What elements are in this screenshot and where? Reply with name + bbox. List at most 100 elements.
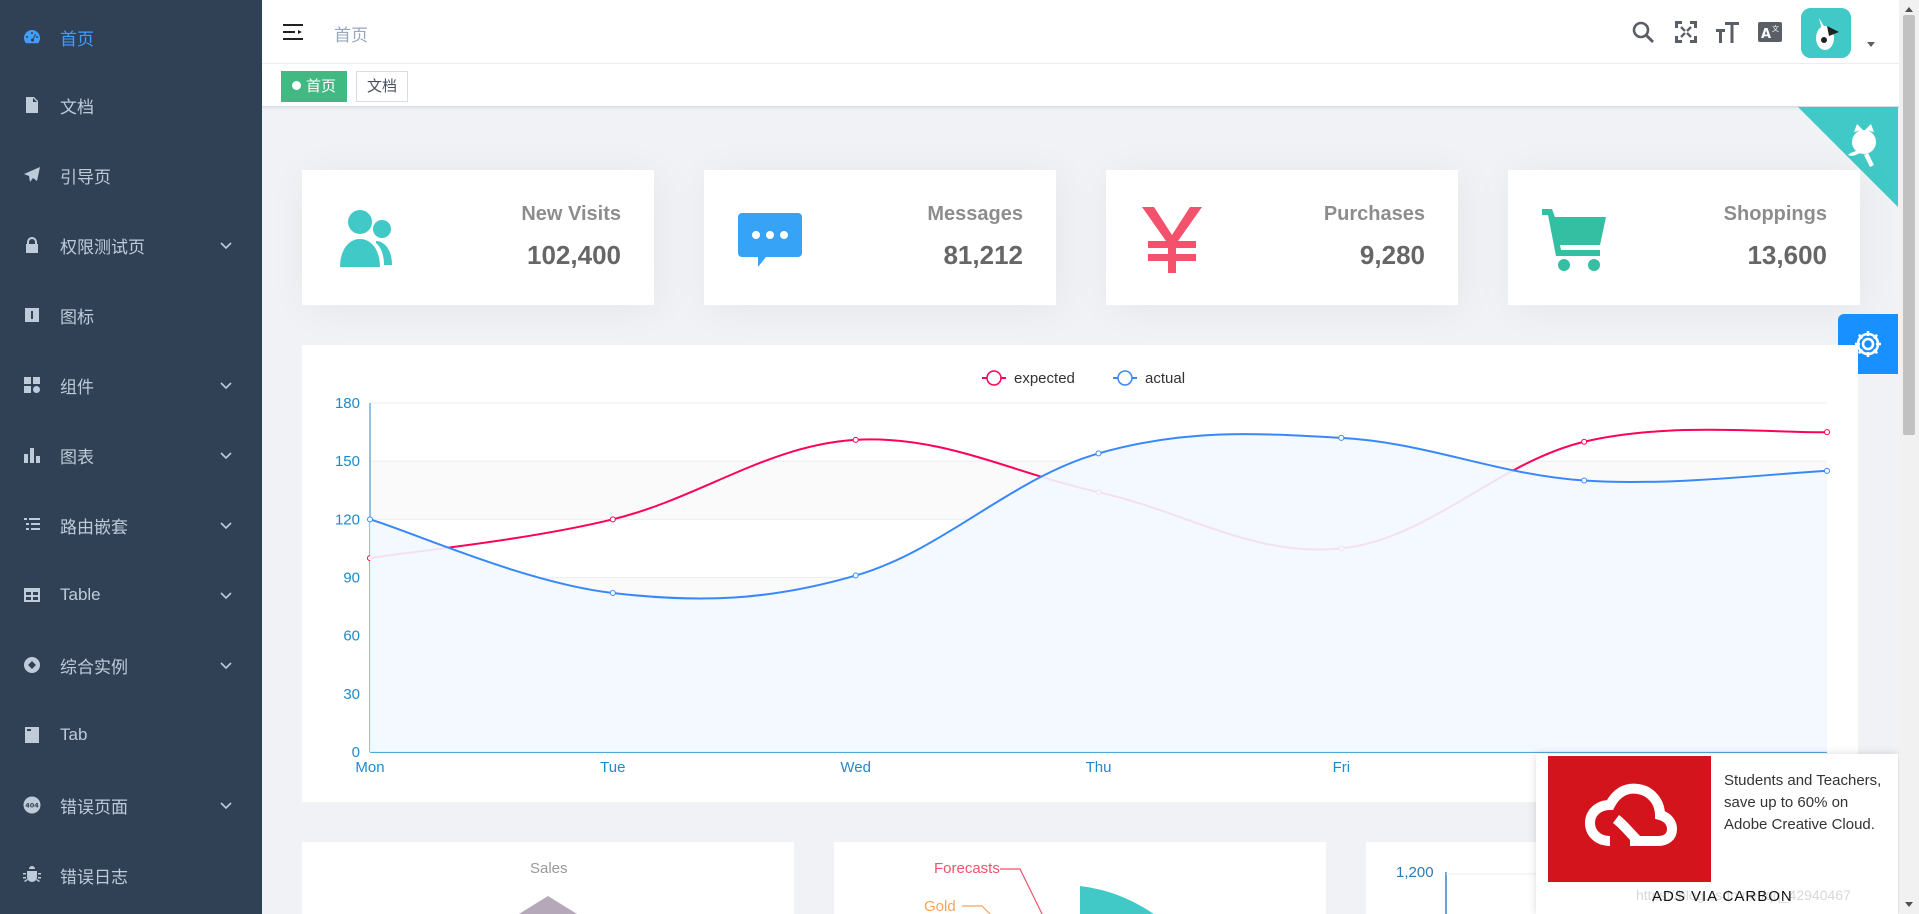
series-area-actual	[370, 434, 1827, 752]
x-tick-label: Mon	[355, 759, 384, 776]
ads-via-carbon[interactable]: ADS VIA CARBON	[1652, 888, 1793, 905]
sidebar-item-label: 组件	[60, 377, 94, 397]
dashboard-icon	[22, 27, 42, 47]
sidebar-item-label: 路由嵌套	[60, 517, 128, 537]
github-corner[interactable]	[1798, 107, 1898, 207]
x-tick-label: Fri	[1333, 759, 1351, 776]
scroll-down-arrow[interactable]	[1902, 898, 1916, 910]
y-tick-label: 90	[343, 570, 360, 587]
sidebar-item-icons[interactable]: 图标	[0, 280, 262, 350]
panel-new-visits[interactable]: New Visits 102,400	[302, 170, 654, 305]
radar-chart-title: Sales	[530, 860, 568, 877]
svg-text:文: 文	[1772, 24, 1779, 33]
sidebar-item-label: Tab	[60, 725, 88, 744]
breadcrumb: 首页	[334, 26, 368, 45]
message-icon	[734, 203, 806, 275]
guide-icon	[22, 165, 42, 185]
panel-label: Shoppings	[1723, 203, 1827, 225]
tag-label: 文档	[367, 78, 398, 95]
chevron-down-icon	[218, 237, 234, 253]
sidebar-item-label: 权限测试页	[60, 237, 145, 257]
y-tick-label: 150	[335, 453, 360, 470]
data-point-actual	[1581, 477, 1588, 484]
y-tick-label: 120	[335, 511, 360, 528]
shopping-icon	[1538, 203, 1610, 275]
sidebar-item-guide[interactable]: 引导页	[0, 140, 262, 210]
peoples-icon	[332, 203, 404, 275]
pie-slice	[1080, 886, 1154, 914]
sidebar-item-error-log[interactable]: 错误日志	[0, 840, 262, 910]
chevron-down-icon	[218, 447, 234, 463]
tag-dashboard[interactable]: 首页	[281, 71, 348, 102]
data-point-actual	[609, 590, 616, 597]
hamburger-icon[interactable]	[281, 20, 305, 44]
nested-icon	[22, 515, 42, 535]
legend-marker-expected	[986, 370, 1002, 386]
ad-image[interactable]	[1548, 756, 1711, 882]
sidebar-item-documentation[interactable]: 文档	[0, 70, 262, 140]
search-icon[interactable]	[1629, 18, 1657, 46]
sidebar-item-label: 图表	[60, 447, 94, 467]
y-tick-label: 60	[343, 628, 360, 645]
chevron-down-icon	[218, 587, 234, 603]
legend-label-actual: actual	[1145, 370, 1185, 387]
panel-purchases[interactable]: Purchases 9,280	[1106, 170, 1458, 305]
x-tick-label: Thu	[1086, 759, 1112, 776]
chart-icon	[22, 445, 42, 465]
sidebar-item-table[interactable]: Table	[0, 560, 262, 630]
pie-label-gold: Gold	[924, 898, 956, 914]
sidebar-item-label: Table	[60, 585, 101, 604]
data-point-actual	[367, 516, 373, 523]
tag-documentation[interactable]: 文档	[356, 71, 409, 102]
panel-messages[interactable]: Messages 81,212	[704, 170, 1056, 305]
scrollbar-thumb[interactable]	[1903, 15, 1915, 435]
settings-button[interactable]	[1838, 314, 1898, 374]
panel-value: 81,212	[943, 240, 1023, 270]
icon-icon	[22, 305, 42, 325]
panel-value: 9,280	[1359, 240, 1425, 270]
radar-chart-card: Sales	[302, 842, 794, 914]
panel-value: 13,600	[1747, 240, 1827, 270]
sidebar-item-tab[interactable]: Tab	[0, 700, 262, 770]
sidebar-item-dashboard[interactable]: 首页	[0, 2, 262, 72]
sidebar-item-label: 首页	[60, 29, 94, 49]
chevron-down-icon	[218, 657, 234, 673]
github-octocat-icon	[1848, 124, 1876, 167]
sidebar-item-components[interactable]: 组件	[0, 350, 262, 420]
carbon-ad: Students and Teachers, save up to 60% on…	[1536, 754, 1898, 914]
chevron-down-icon	[218, 377, 234, 393]
y-tick-label: 30	[343, 686, 360, 703]
ad-text[interactable]: Students and Teachers, save up to 60% on…	[1724, 772, 1882, 833]
example-icon	[22, 655, 42, 675]
sidebar-item-permission[interactable]: 权限测试页	[0, 210, 262, 280]
sidebar-item-example[interactable]: 综合实例	[0, 630, 262, 700]
bar-chart-ytick: 1,200	[1396, 864, 1434, 881]
data-point-actual	[1824, 467, 1830, 474]
fullscreen-icon[interactable]	[1672, 18, 1700, 46]
panel-value: 102,400	[527, 240, 621, 270]
tab-icon	[22, 725, 42, 745]
size-icon[interactable]	[1714, 18, 1742, 46]
table-icon	[22, 585, 42, 605]
caret-down-icon[interactable]	[1865, 37, 1877, 49]
sidebar-item-nested[interactable]: 路由嵌套	[0, 490, 262, 560]
component-icon	[22, 375, 42, 395]
panel-label: Messages	[927, 203, 1023, 225]
sidebar-item-error-pages[interactable]: 404 错误页面	[0, 770, 262, 840]
money-icon	[1136, 203, 1208, 275]
scroll-up-arrow[interactable]	[1902, 2, 1916, 14]
lock-icon	[22, 235, 42, 255]
avatar[interactable]	[1801, 8, 1851, 58]
sidebar-item-label: 图标	[60, 307, 94, 327]
active-dot	[292, 81, 301, 90]
data-point-actual	[852, 572, 859, 579]
line-chart: 0 30 60 90 120 150 180 Mon Tue Wed Thu Fri expected a…	[335, 370, 1830, 776]
panel-shoppings[interactable]: Shoppings 13,600	[1508, 170, 1860, 305]
data-point-actual	[1338, 434, 1345, 441]
sidebar-item-charts[interactable]: 图表	[0, 420, 262, 490]
data-point-expected	[852, 436, 859, 443]
panel-label: Purchases	[1323, 203, 1425, 225]
svg-text:404: 404	[25, 802, 39, 810]
radar-chart-shape	[518, 896, 578, 914]
